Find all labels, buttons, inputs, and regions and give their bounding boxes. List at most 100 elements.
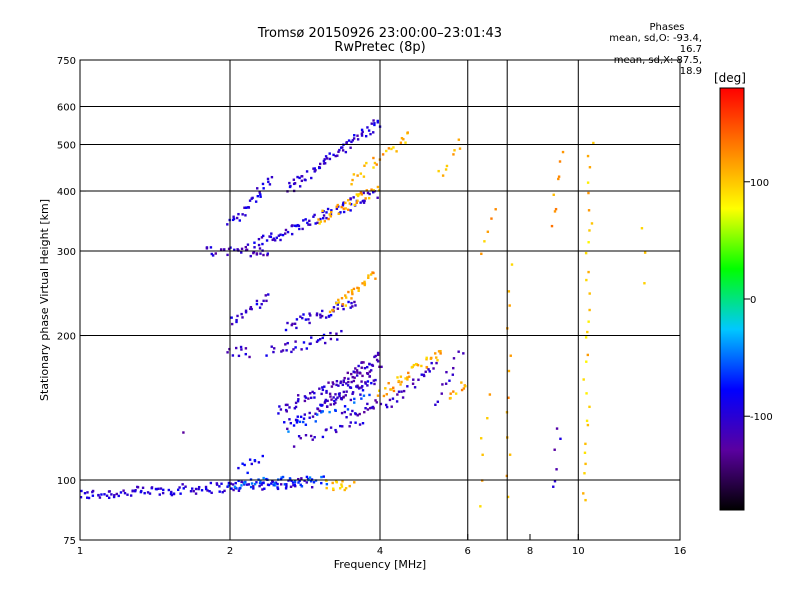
data-point [425, 358, 428, 361]
data-point [323, 341, 327, 345]
data-point [298, 479, 301, 483]
data-point [335, 430, 338, 434]
data-point [244, 352, 247, 356]
data-point [347, 199, 350, 202]
data-point [290, 479, 293, 482]
data-point [227, 481, 231, 485]
plot-frame [79, 59, 681, 541]
data-point [584, 251, 588, 255]
data-point [237, 489, 241, 492]
data-point [322, 333, 326, 337]
data-point [348, 386, 352, 389]
y-tick-label: 400 [57, 187, 76, 198]
data-point [220, 482, 223, 485]
data-point [359, 372, 362, 375]
data-point [237, 479, 240, 483]
data-point [326, 207, 330, 211]
data-point [98, 496, 102, 499]
data-point [427, 368, 430, 371]
data-point [322, 475, 325, 478]
data-point [304, 318, 308, 321]
data-point [294, 340, 297, 343]
data-point [249, 485, 253, 489]
data-point [308, 219, 311, 223]
data-point [584, 498, 587, 502]
data-point [479, 437, 483, 440]
data-point [390, 147, 393, 151]
data-point [229, 482, 233, 485]
data-point [356, 174, 359, 177]
data-point [258, 481, 262, 485]
data-point [79, 496, 83, 499]
data-point [436, 359, 439, 362]
data-point [347, 290, 350, 294]
data-point [248, 199, 252, 202]
data-point [347, 300, 350, 304]
data-point [353, 134, 356, 137]
data-point [375, 358, 379, 362]
data-point [325, 479, 328, 482]
data-point [332, 306, 336, 309]
data-point [370, 188, 373, 191]
phase-stats-o: mean, sd,O: -93.4, 16.7 [609, 33, 702, 55]
data-point [349, 146, 352, 149]
data-point [368, 363, 371, 366]
data-point [319, 217, 322, 221]
data-point [315, 312, 319, 315]
data-point [359, 393, 362, 396]
data-point [357, 287, 360, 290]
data-point [457, 138, 461, 141]
data-point [284, 328, 288, 332]
data-point [320, 411, 323, 414]
data-point [247, 206, 251, 209]
data-point [338, 394, 341, 398]
data-point [341, 204, 345, 207]
data-point [159, 487, 163, 490]
data-point [275, 236, 278, 239]
data-point [246, 471, 249, 475]
data-point [400, 390, 403, 393]
data-point [341, 146, 344, 149]
data-point [323, 158, 326, 161]
y-tick-label: 100 [57, 476, 76, 487]
data-point [302, 341, 306, 344]
data-point [315, 313, 319, 317]
data-point [370, 369, 373, 372]
data-point [462, 387, 466, 390]
data-point [241, 213, 244, 216]
data-point [321, 309, 324, 313]
data-point [357, 289, 360, 292]
data-point [321, 209, 324, 212]
data-point [305, 170, 309, 173]
data-point [332, 309, 335, 312]
data-point [352, 287, 356, 291]
data-point [369, 273, 373, 276]
data-point [586, 353, 590, 357]
data-point [325, 157, 329, 160]
data-point [356, 286, 359, 290]
data-point [323, 162, 327, 165]
data-point [429, 357, 433, 360]
data-point [356, 199, 359, 202]
data-point [209, 481, 213, 485]
data-point [345, 390, 348, 393]
data-point [113, 494, 116, 497]
data-point [585, 392, 588, 395]
data-point [292, 445, 296, 448]
data-point [329, 210, 333, 214]
data-point [320, 404, 323, 407]
data-point [310, 176, 313, 180]
data-point [356, 384, 359, 387]
data-point [372, 166, 375, 169]
data-point [412, 378, 415, 381]
data-point [334, 479, 338, 483]
data-point [197, 485, 201, 489]
data-point [197, 487, 200, 491]
data-point [246, 243, 250, 246]
data-point [366, 380, 370, 383]
data-point [553, 448, 556, 451]
data-point [308, 223, 312, 226]
data-point [320, 314, 324, 318]
data-point [300, 179, 304, 183]
data-point [296, 419, 299, 422]
